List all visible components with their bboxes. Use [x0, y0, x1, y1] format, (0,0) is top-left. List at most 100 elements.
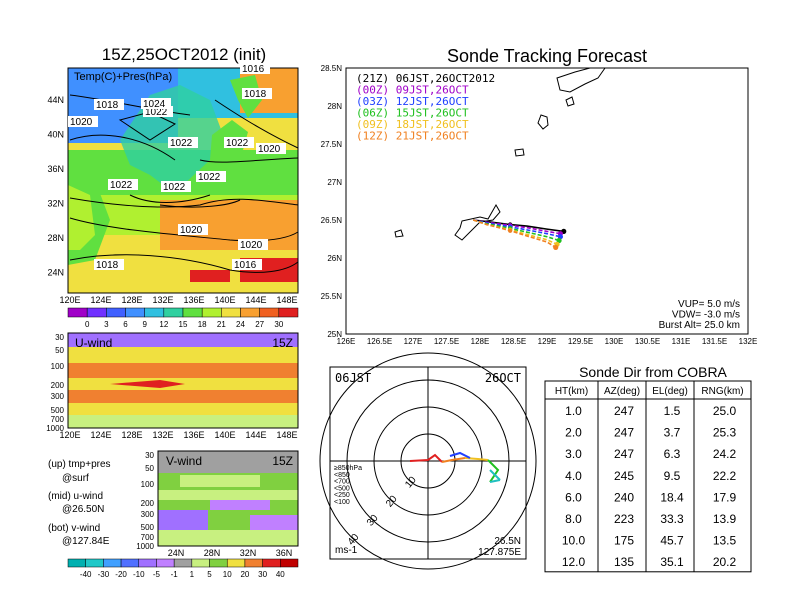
colorbar-tick-label: 12	[159, 320, 168, 329]
colorbar-segment	[106, 307, 126, 318]
table-cell: 2.0	[565, 426, 582, 440]
vwind-panel: V-wind 15Z	[157, 450, 299, 547]
table-cell: 223	[614, 512, 634, 526]
uwind-x-tick-label: 140E	[214, 430, 235, 440]
polar-level-legend: ≥850hPa<850<700<500<250<100	[334, 465, 362, 506]
track-mid-point	[507, 228, 513, 233]
table-cell: 12.0	[562, 555, 586, 569]
uwind-x-tick-label: 120E	[59, 430, 80, 440]
colorbar-tick-label: 3	[104, 320, 109, 329]
colorbar-segment	[144, 307, 165, 318]
track-lon-tick-label: 128.5E	[501, 337, 526, 346]
table-cell: 8.0	[565, 512, 582, 526]
legend-entry: (12Z) 21JST,26OCT	[356, 130, 469, 143]
tracking-plot-frame	[345, 67, 749, 335]
table-cell: 25.3	[713, 426, 737, 440]
wind-colorbar-segment	[85, 558, 104, 568]
colorbar-segment	[221, 307, 241, 318]
table-header-cell: RNG(km)	[701, 386, 743, 397]
track-line	[473, 219, 561, 235]
table-cell: 3.0	[565, 447, 582, 461]
table-cell: 25.0	[713, 404, 737, 418]
colorbar-segment	[240, 307, 260, 318]
tracking-legend: (21Z) 06JST,26OCT2012(00Z) 09JST,26OCT(0…	[356, 72, 495, 143]
isobar-label-bg	[168, 137, 198, 148]
lon-tick-label: 136E	[183, 295, 204, 305]
isobar-label-bg	[240, 63, 270, 74]
colorbar-segment	[86, 307, 107, 318]
uwind-time: 15Z	[272, 336, 293, 350]
track-line	[473, 219, 557, 249]
isobar-label: 1020	[258, 144, 281, 155]
lat-tick-label: 32N	[47, 199, 64, 209]
legend-entry: (21Z) 06JST,26OCT2012	[356, 72, 495, 85]
wind-colorbar-segment	[120, 558, 140, 568]
panel-note: @127.84E	[62, 536, 110, 547]
lon-tick-label: 124E	[90, 295, 111, 305]
table-cell: 245	[614, 469, 634, 483]
panel-note: @26.50N	[62, 504, 104, 515]
left-map-lon-ticks: 120E 124E 128E 132E 136E 140E 144E 148E	[59, 295, 297, 305]
isobar-label-bg	[94, 99, 124, 110]
isobar-label: 1018	[96, 100, 119, 111]
tracking-param: Burst Alt= 25.0 km	[659, 320, 740, 331]
track-lon-tick-label: 127E	[404, 337, 423, 346]
uwind-panel: U-wind 15Z	[67, 332, 299, 429]
lon-tick-label: 128E	[121, 295, 142, 305]
vwind-y-tick-label: 200	[141, 499, 155, 508]
table-cell: 17.9	[713, 490, 737, 504]
uwind-y-tick-label: 50	[55, 346, 64, 355]
isobar-label-bg	[143, 106, 173, 117]
wind-colorbar-segment	[173, 558, 193, 568]
uwind-y-tick-label: 300	[51, 392, 65, 401]
uwind-x-ticks: 120E 124E 128E 132E 136E 140E 144E 148E	[59, 430, 297, 440]
lon-tick-label: 120E	[59, 295, 80, 305]
table-cell: 45.7	[660, 534, 684, 548]
isobar-label-bg	[196, 171, 226, 182]
track-end-point	[553, 244, 559, 250]
colorbar-segment	[67, 307, 88, 318]
left-map-title: 15Z,25OCT2012 (init)	[102, 45, 266, 64]
track-lon-tick-label: 127.5E	[434, 337, 459, 346]
table-cell: 3.7	[664, 426, 681, 440]
wind-colorbar-segment	[226, 558, 246, 568]
legend-entry: (03Z) 12JST,26OCT	[356, 95, 469, 108]
wind-colorbar-tick-label: -5	[153, 570, 161, 579]
isobar-label-bg	[224, 137, 254, 148]
table-cell: 240	[614, 490, 634, 504]
track-lon-tick-label: 126.5E	[367, 337, 392, 346]
isobar-label-bg	[242, 88, 272, 99]
wind-colorbar-tick-label: 1	[190, 570, 195, 579]
colorbar-segment	[278, 307, 299, 318]
uwind-x-tick-label: 136E	[183, 430, 204, 440]
panel-note: (bot) v-wind	[48, 523, 100, 534]
isobar-label-bg	[238, 239, 268, 250]
wind-colorbar-segment	[138, 558, 157, 568]
wind-colorbar-tick-label: -20	[115, 570, 127, 579]
isobar-label-bg	[161, 181, 191, 192]
colorbar-tick-label: 21	[217, 320, 226, 329]
table-cell: 35.1	[660, 555, 684, 569]
track-lon-tick-label: 128E	[471, 337, 490, 346]
isobar-label: 1020	[180, 225, 203, 236]
table-cell: 4.0	[565, 469, 582, 483]
legend-entry: (09Z) 18JST,26OCT	[356, 118, 469, 131]
table-cell: 18.4	[660, 490, 684, 504]
polar-lon: 127.875E	[478, 547, 521, 558]
table-cell: 247	[614, 447, 634, 461]
colorbar-segment	[125, 307, 145, 318]
isobar-label: 1022	[145, 107, 168, 118]
table-title: Sonde Dir from COBRA	[579, 364, 727, 380]
vwind-x-tick-label: 28N	[204, 548, 221, 558]
lat-tick-label: 40N	[47, 130, 64, 140]
polar-level-entry: <850	[334, 472, 350, 479]
table-header-cell: HT(km)	[555, 386, 588, 397]
lat-tick-label: 36N	[47, 164, 64, 174]
isobar-label-bg	[94, 259, 124, 270]
tracking-title: Sonde Tracking Forecast	[447, 46, 647, 66]
map-label: Temp(C)+Pres(hPa)	[74, 71, 172, 83]
vwind-y-tick-label: 1000	[136, 542, 154, 551]
